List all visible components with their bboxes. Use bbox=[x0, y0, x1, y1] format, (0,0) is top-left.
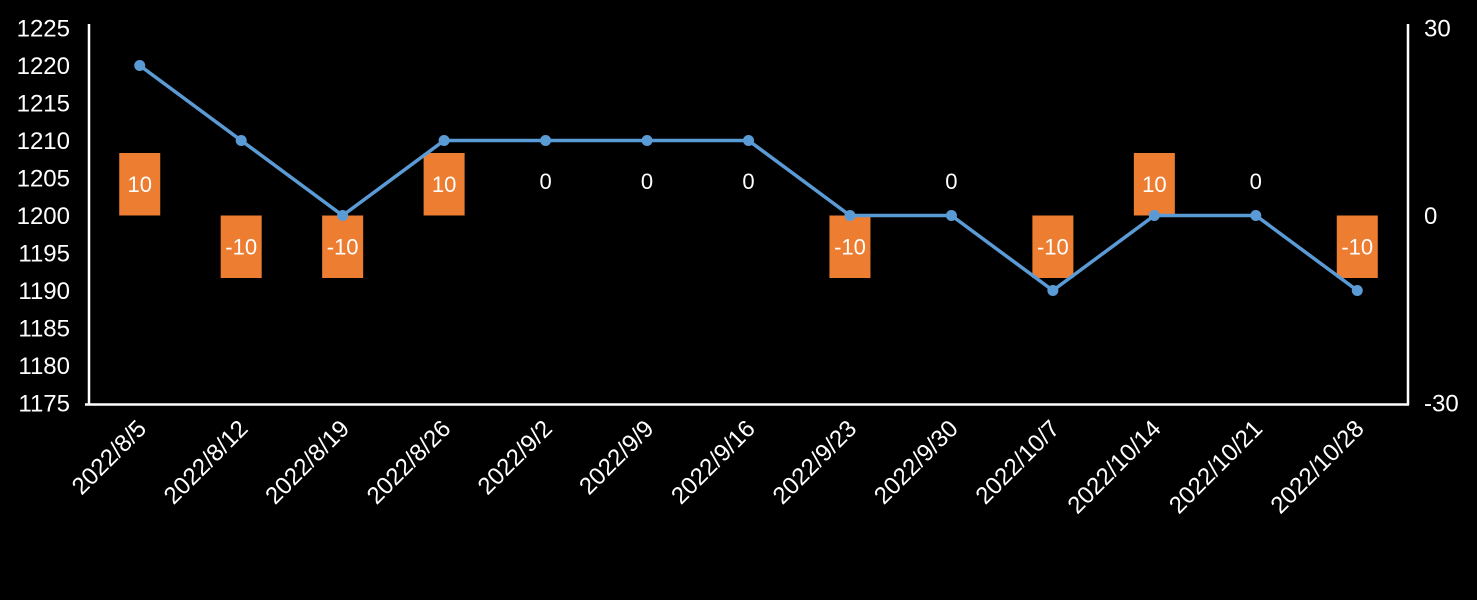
bar-data-label: 0 bbox=[742, 169, 754, 194]
left-axis-tick-label: 1200 bbox=[17, 203, 70, 230]
bar-data-label: 10 bbox=[432, 172, 456, 197]
bar-data-label: 10 bbox=[1142, 172, 1166, 197]
bar-data-label: 10 bbox=[127, 172, 151, 197]
bar-data-label: -10 bbox=[834, 234, 866, 259]
bar-data-label: 0 bbox=[539, 169, 551, 194]
right-axis-tick-label: 0 bbox=[1424, 203, 1437, 230]
bar-data-label: 0 bbox=[945, 169, 957, 194]
bar-segment bbox=[119, 153, 161, 216]
bar-segment bbox=[322, 215, 364, 278]
line-marker bbox=[1250, 210, 1262, 221]
line-marker bbox=[1148, 210, 1160, 221]
left-axis-tick-label: 1185 bbox=[18, 315, 70, 342]
left-axis-tick-label: 1175 bbox=[18, 390, 70, 417]
line-marker bbox=[134, 60, 146, 71]
bar-data-label: -10 bbox=[1341, 234, 1373, 259]
left-axis-tick-label: 1190 bbox=[18, 278, 70, 305]
line-marker bbox=[1351, 285, 1363, 296]
bar-data-label: 0 bbox=[641, 169, 653, 194]
bar-data-label: -10 bbox=[327, 234, 359, 259]
left-axis-tick-label: 1195 bbox=[18, 240, 70, 267]
line-marker bbox=[641, 135, 653, 146]
bar-data-label: 0 bbox=[1250, 169, 1262, 194]
left-axis-tick-label: 1210 bbox=[17, 128, 70, 155]
line-marker bbox=[235, 135, 247, 146]
left-axis-tick-label: 1225 bbox=[17, 15, 70, 42]
left-axis-tick-label: 1205 bbox=[17, 165, 70, 192]
line-marker bbox=[438, 135, 450, 146]
bar-segment bbox=[1133, 153, 1175, 216]
right-axis-tick-label: 30 bbox=[1424, 15, 1451, 42]
line-marker bbox=[540, 135, 552, 146]
line-marker bbox=[844, 210, 856, 221]
left-axis-tick-label: 1215 bbox=[17, 90, 70, 117]
line-marker bbox=[1047, 285, 1059, 296]
bar-data-label: -10 bbox=[1037, 234, 1069, 259]
bar-data-label: -10 bbox=[225, 234, 257, 259]
bar-segment bbox=[220, 215, 262, 278]
line-marker bbox=[743, 135, 754, 146]
bar-segment bbox=[1336, 215, 1378, 278]
bar-segment bbox=[423, 153, 465, 216]
bar-segment bbox=[1032, 215, 1074, 278]
bar-segment bbox=[829, 215, 871, 278]
left-axis-tick-label: 1220 bbox=[17, 53, 70, 80]
line-marker bbox=[945, 210, 957, 221]
right-axis-tick-label: -30 bbox=[1424, 390, 1459, 417]
left-axis-tick-label: 1180 bbox=[18, 353, 70, 380]
line-marker bbox=[337, 210, 349, 221]
